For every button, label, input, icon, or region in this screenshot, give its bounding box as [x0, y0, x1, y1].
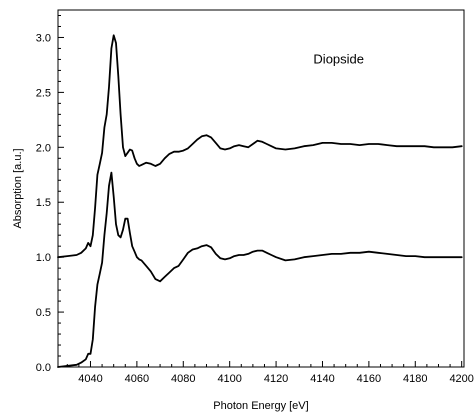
- x-tick-label: 4180: [403, 373, 427, 385]
- x-tick-label: 4100: [217, 373, 241, 385]
- y-tick-label: 3.0: [36, 32, 51, 44]
- x-tick-label: 4140: [310, 373, 334, 385]
- y-tick-label: 0.0: [36, 362, 51, 374]
- axis-ticks: 4040 4060 4080 4100 4120 4140 4160 4180 4200 0.0 0…: [36, 14, 474, 385]
- x-tick-label: 4200: [449, 373, 473, 385]
- y-tick-label: 0.5: [36, 307, 51, 319]
- series-line-2: [57, 171, 463, 368]
- x-tick-label: 4160: [357, 373, 381, 385]
- x-axis-label: Photon Energy [eV]: [213, 400, 308, 412]
- y-tick-label: 1.0: [36, 252, 51, 264]
- y-axis-label: Absorption [a.u.]: [12, 148, 24, 228]
- x-tick-label: 4120: [264, 373, 288, 385]
- x-tick-label: 4040: [78, 373, 102, 385]
- x-tick-label: 4060: [125, 373, 149, 385]
- series-lines: [57, 34, 463, 368]
- chart-annotation: Diopside: [313, 51, 364, 66]
- x-tick-label: 4080: [171, 373, 195, 385]
- y-tick-label: 2.0: [36, 142, 51, 154]
- series-line-1: [57, 34, 463, 259]
- y-tick-label: 1.5: [36, 197, 51, 209]
- y-tick-label: 2.5: [36, 87, 51, 99]
- plot-frame: [57, 9, 465, 368]
